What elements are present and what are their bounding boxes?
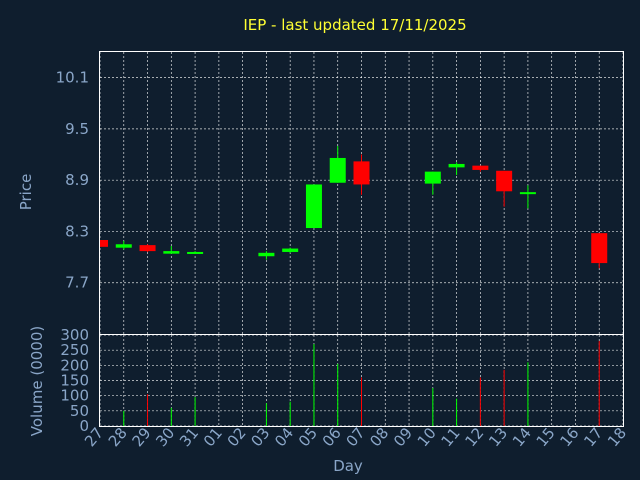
x-tick-label: 13 [485,424,511,450]
price-tick-labels: 10.1 9.5 8.9 8.3 7.7 [56,69,89,292]
candle-body [258,252,275,257]
candle [329,146,346,183]
candle-body [282,248,299,252]
candle-body [519,192,536,195]
x-tick-label: 17 [580,424,606,450]
candle-body [472,165,489,170]
volume-tick-label: 0 [79,417,89,435]
volume-tick-label: 50 [70,402,89,420]
x-tick-labels: 2728293031010203040506070809101112131415… [81,424,630,450]
candle [115,240,132,250]
x-tick-label: 28 [105,424,131,450]
x-tick-label: 08 [366,424,392,450]
candle-body [591,233,608,264]
price-tick-label: 10.1 [56,69,89,87]
candle [496,170,513,207]
candle-body [424,171,441,184]
candle-body [187,251,204,254]
candle [187,251,204,254]
volume-panel-frame [99,334,624,427]
candles [99,146,608,269]
volume-tick-label: 100 [60,387,89,405]
volume-tick-label: 250 [60,341,89,359]
candle [305,184,322,229]
x-tick-label: 04 [271,424,297,450]
x-tick-label: 11 [438,424,464,450]
candle [258,251,275,260]
candle-body [139,245,156,252]
candle [99,240,108,247]
candle [163,245,180,254]
volume-tick-label: 200 [60,356,89,374]
candle-body [329,157,346,183]
candle-body [100,240,108,247]
x-tick-label: 09 [390,424,416,450]
x-tick-label: 03 [247,424,273,450]
x-tick-label: 30 [152,424,178,450]
x-tick-label: 12 [461,424,487,450]
candle-body [115,244,132,248]
price-tick-label: 8.3 [65,222,89,240]
x-tick-label: 31 [176,424,202,450]
candle [519,185,536,209]
x-axis-label: Day [333,457,363,475]
candle-body [163,251,180,254]
candle [139,244,156,252]
chart-title: IEP - last updated 17/11/2025 [243,16,466,34]
x-tick-label: 10 [414,424,440,450]
price-tick-label: 9.5 [65,120,89,138]
price-tick-label: 8.9 [65,171,89,189]
candle [282,247,299,253]
price-axis-label: Price [17,174,35,211]
x-tick-label: 29 [129,424,155,450]
x-tick-label: 16 [556,424,582,450]
x-tick-label: 14 [509,424,535,450]
candle-body [448,163,465,168]
x-tick-label: 01 [200,424,226,450]
candle-body [305,184,322,229]
x-tick-label: 15 [533,424,559,450]
candle [472,165,489,172]
x-tick-label: 02 [224,424,250,450]
volume-bars [123,341,600,426]
candle [353,154,370,195]
volume-tick-label: 300 [60,326,89,344]
x-tick-label: 06 [319,424,345,450]
x-tick-label: 05 [295,424,321,450]
candle [591,233,608,269]
volume-tick-label: 150 [60,372,89,390]
candle [448,162,465,176]
x-tick-label: 07 [343,424,369,450]
candle [424,171,441,195]
candle-body [496,170,513,192]
price-tick-label: 7.7 [65,274,89,292]
volume-axis-label: Volume (0000) [28,326,46,436]
candle-body [353,161,370,185]
x-tick-label: 18 [604,424,630,450]
